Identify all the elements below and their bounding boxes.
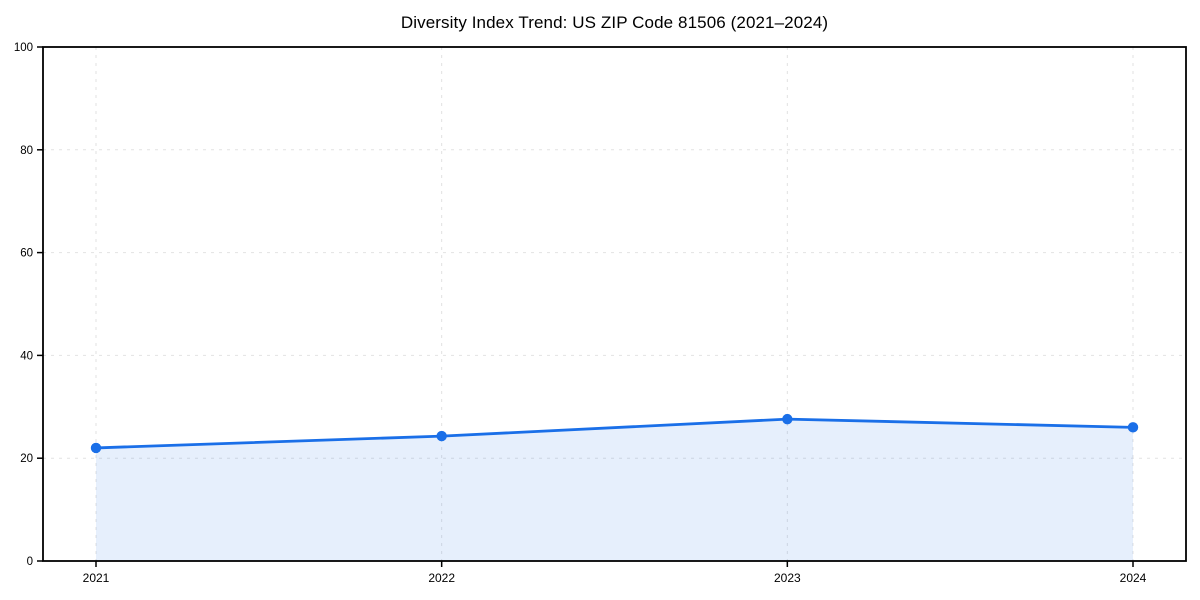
y-tick-label: 40 xyxy=(20,350,33,362)
x-tick-label: 2022 xyxy=(428,571,455,585)
x-tick-label: 2024 xyxy=(1120,571,1147,585)
trend-line xyxy=(94,417,1135,450)
data-point-2024 xyxy=(1127,422,1139,433)
y-tick-label: 0 xyxy=(27,556,33,568)
y-tick-label: 80 xyxy=(20,145,33,157)
plot-border xyxy=(42,46,1187,562)
area-fill xyxy=(96,419,1133,561)
x-tick-label: 2021 xyxy=(83,571,110,585)
y-tick-label: 60 xyxy=(20,248,33,260)
data-point-2021 xyxy=(90,442,102,454)
data-point-2023 xyxy=(782,413,793,425)
x-tick-label: 2023 xyxy=(774,571,801,585)
chart-title: Diversity Index Trend: US ZIP Code 81506… xyxy=(400,13,829,32)
y-tick-label: 100 xyxy=(14,42,33,54)
y-tick-label: 20 xyxy=(20,453,33,465)
data-point-2022 xyxy=(436,430,447,442)
